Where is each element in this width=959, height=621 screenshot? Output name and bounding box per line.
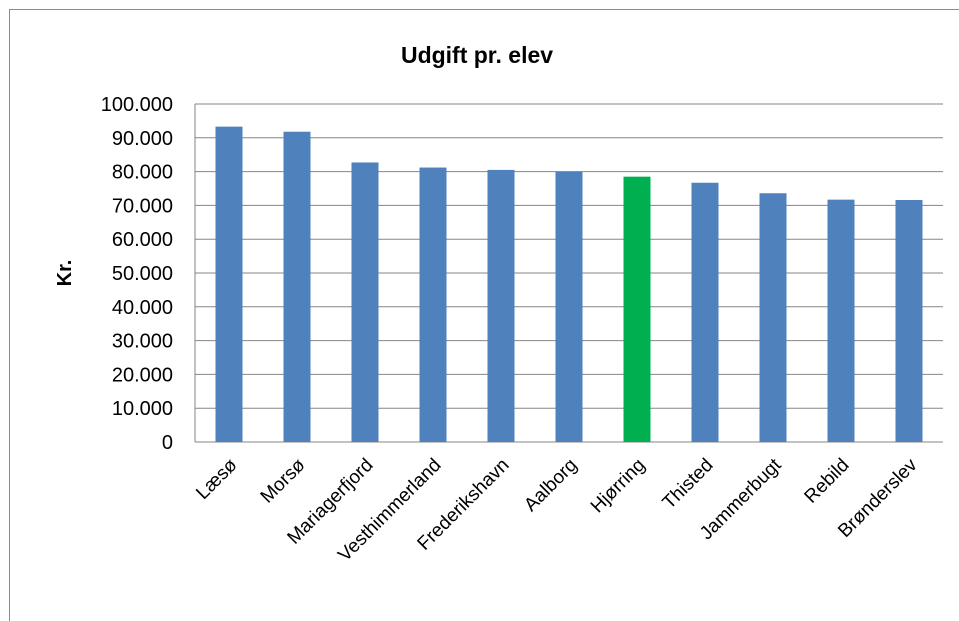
bar: [895, 199, 923, 442]
y-tick-label: 0: [162, 432, 173, 454]
y-tick-label: 100.000: [101, 94, 173, 116]
bar: [419, 167, 447, 442]
y-axis-label: Kr.: [54, 260, 76, 287]
bar: [623, 176, 651, 443]
x-category-label: Morsø: [257, 454, 310, 507]
bar: [351, 162, 379, 442]
bars: [215, 126, 923, 443]
x-axis-categories: Læsø MorsøMariagerfjordVesthimmerlandFred…: [192, 454, 922, 566]
bar: [487, 169, 515, 442]
y-tick-label: 40.000: [112, 297, 173, 319]
y-tick-label: 60.000: [112, 229, 173, 251]
x-category-label: Aalborg: [520, 455, 581, 516]
x-category-label: Thisted: [659, 455, 718, 514]
y-tick-label: 10.000: [112, 398, 173, 420]
bar: [215, 126, 243, 442]
bar: [283, 131, 311, 442]
y-tick-label: 30.000: [112, 331, 173, 353]
bar: [827, 199, 855, 442]
x-category-label: Rebild: [801, 455, 854, 508]
y-tick-label: 80.000: [112, 162, 173, 184]
y-tick-label: 20.000: [112, 364, 173, 386]
bar: [691, 182, 719, 442]
chart-title: Udgift pr. elev: [401, 42, 553, 68]
x-category-label: Læsø: [192, 454, 241, 503]
chart-area: [9, 9, 959, 621]
y-tick-label: 90.000: [112, 128, 173, 150]
y-axis-ticks: 0 10.000 20.000 30.000 40.000 50.000 60.000 70.…: [101, 94, 173, 454]
bar: [759, 193, 787, 442]
y-tick-label: 70.000: [112, 195, 173, 217]
x-category-label: Hjørring: [587, 455, 650, 518]
y-tick-label: 50.000: [112, 263, 173, 285]
bar: [555, 171, 583, 442]
